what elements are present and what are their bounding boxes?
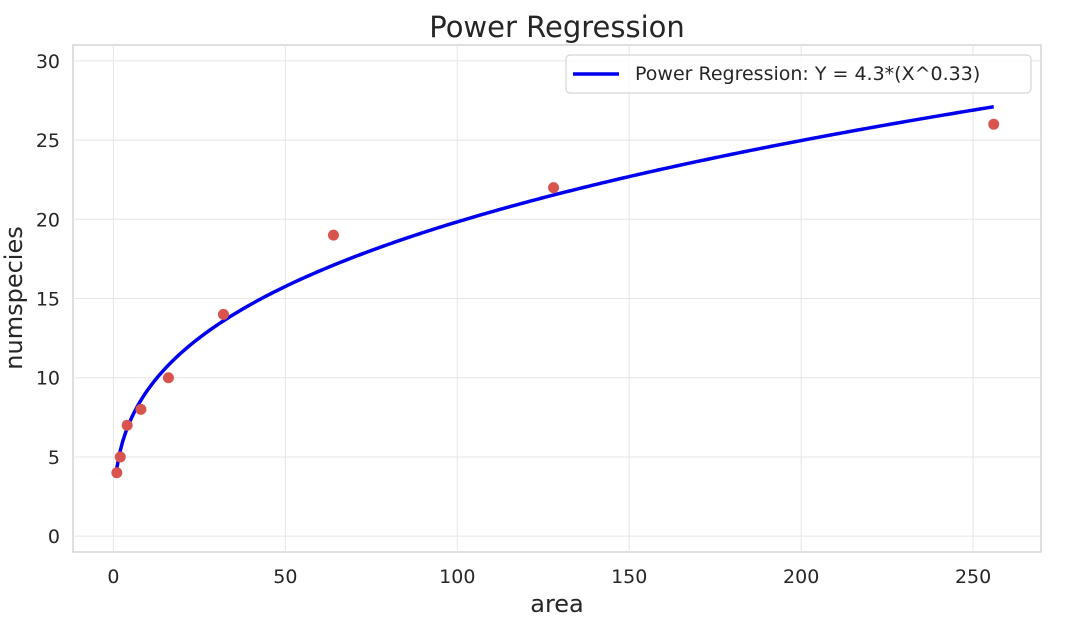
x-axis-title: area xyxy=(530,590,584,618)
regression-line xyxy=(115,105,994,469)
data-point xyxy=(217,308,229,320)
y-tick-label: 25 xyxy=(36,130,60,152)
y-tick-label: 30 xyxy=(36,51,60,73)
legend: Power Regression: Y = 4.3*(X^0.33) xyxy=(565,54,1032,94)
data-point xyxy=(162,372,174,384)
y-tick-label: 10 xyxy=(36,368,60,390)
grid-lines xyxy=(73,45,1041,552)
y-tick-label: 5 xyxy=(48,447,60,469)
y-tick-label: 15 xyxy=(36,289,60,311)
x-tick-label: 50 xyxy=(273,566,297,588)
data-point xyxy=(988,118,1000,130)
x-tick-label: 200 xyxy=(783,566,819,588)
y-tick-labels: 0 5 10 15 20 25 30 xyxy=(36,51,60,548)
y-tick-label: 20 xyxy=(36,209,60,231)
x-tick-label: 150 xyxy=(611,566,647,588)
legend-label: Power Regression: Y = 4.3*(X^0.33) xyxy=(635,63,980,85)
y-axis-title: numspecies xyxy=(0,226,28,369)
x-tick-label: 0 xyxy=(107,566,119,588)
x-tick-label: 100 xyxy=(439,566,475,588)
y-tick-label: 0 xyxy=(48,526,60,548)
data-point xyxy=(327,229,339,241)
data-point xyxy=(121,419,133,431)
data-points xyxy=(111,118,1000,479)
x-tick-labels: 0 50 100 150 200 250 xyxy=(107,566,991,588)
x-tick-label: 250 xyxy=(955,566,991,588)
data-point xyxy=(114,451,126,463)
data-point xyxy=(548,182,560,194)
legend-box xyxy=(565,54,1032,94)
data-point xyxy=(111,467,123,479)
data-point xyxy=(135,403,147,415)
chart-title: Power Regression xyxy=(429,10,685,44)
